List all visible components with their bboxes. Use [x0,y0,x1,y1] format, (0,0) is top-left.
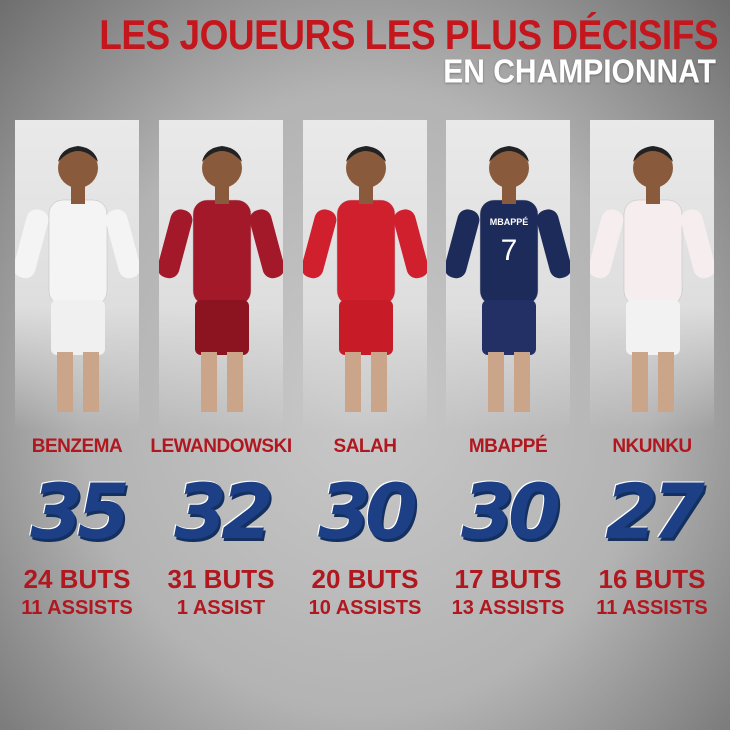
player-name: SALAH [333,436,397,457]
player-name: NKUNKU [612,436,692,457]
assists-count: 1 ASSIST [176,597,266,619]
player-photo-panel [590,120,714,430]
goals-count: 24 BUTS [23,564,131,594]
player-stats: LEWANDOWSKI 32 31 BUTS 1 ASSIST [149,436,293,618]
player-figure [303,146,427,412]
goals-count: 17 BUTS [454,564,562,594]
page-title: LES JOUEURS LES PLUS DÉCISIFS [99,12,718,58]
player-name: MBAPPÉ [468,436,548,457]
total-contributions: 35 [30,467,130,556]
player-stats: SALAH 30 20 BUTS 10 ASSISTS [293,436,437,618]
player-figure: MBAPPÉ 7 [446,146,570,412]
player-figure [590,146,714,412]
player-name: LEWANDOWSKI [150,436,292,457]
shirt-name: MBAPPÉ [490,217,529,227]
goals-count: 31 BUTS [167,564,275,594]
player-figure [159,146,283,412]
total-contributions: 30 [318,467,418,556]
assists-count: 10 ASSISTS [308,597,422,619]
goals-count: 20 BUTS [311,564,419,594]
player-stats: NKUNKU 27 16 BUTS 11 ASSISTS [580,436,724,618]
page-subtitle: EN CHAMPIONNAT [443,54,716,91]
assists-count: 11 ASSISTS [21,597,133,619]
player-stats: BENZEMA 35 24 BUTS 11 ASSISTS [5,436,149,618]
player-photo-panel [159,120,283,430]
player-photo-panel [15,120,139,430]
player-name: BENZEMA [31,436,123,457]
player-photo-panel: MBAPPÉ 7 [446,120,570,430]
assists-count: 13 ASSISTS [451,597,565,619]
total-contributions: 32 [174,467,274,556]
total-contributions: 27 [605,467,705,556]
player-figure [15,146,139,412]
goals-count: 16 BUTS [598,564,706,594]
assists-count: 11 ASSISTS [596,597,708,619]
total-contributions: 30 [461,467,561,556]
player-photo-panel [303,120,427,430]
player-stats: MBAPPÉ 30 17 BUTS 13 ASSISTS [436,436,580,618]
shirt-number: 7 [501,234,518,267]
